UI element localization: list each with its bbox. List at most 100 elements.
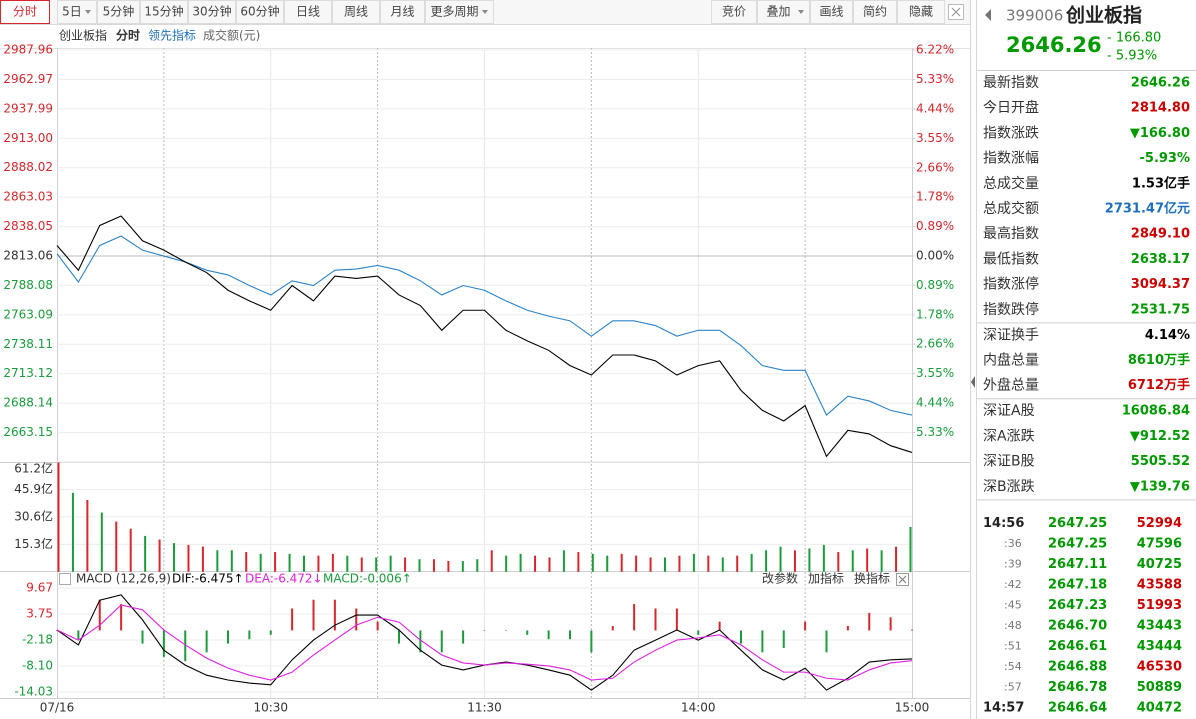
x-tick-label: 07/16	[40, 701, 75, 715]
volume-bar	[100, 512, 103, 572]
volume-bar	[678, 555, 681, 572]
y-tick-label: 30.6亿	[14, 508, 53, 523]
volume-bar	[793, 550, 796, 572]
toolbar-button[interactable]	[853, 0, 897, 24]
side-label: 指数涨跌	[983, 125, 1039, 141]
collapse-handle[interactable]	[971, 376, 975, 388]
volume-bar	[779, 546, 782, 572]
volume-bar	[664, 557, 667, 572]
y2-tick-label: 0.89%	[916, 219, 954, 233]
y-tick-label: 2962.97	[3, 72, 53, 86]
toolbar-button[interactable]	[380, 0, 425, 24]
toolbar-label[interactable]: 60分钟	[240, 4, 279, 19]
volume-bar	[86, 500, 89, 572]
volume-bar	[274, 552, 277, 572]
macd-bar	[782, 630, 785, 648]
y-tick-label: 2888.02	[3, 160, 53, 174]
side-value: 2638.17	[1131, 252, 1190, 267]
legend-lead[interactable]: 领先指标	[148, 28, 196, 43]
y-tick-label: 3.75	[26, 606, 53, 620]
toolbar-label[interactable]: 周线	[344, 5, 368, 19]
y2-tick-label: 1.78%	[916, 190, 954, 204]
macd-bar	[569, 630, 571, 640]
macd-bar	[312, 599, 315, 631]
toolbar-button[interactable]	[236, 0, 284, 24]
toolbar-button[interactable]	[97, 0, 140, 24]
prev-stock-arrow[interactable]	[985, 9, 991, 21]
legend-mode: 分时	[116, 28, 140, 43]
macd-bar	[227, 630, 229, 644]
volume-bar	[230, 550, 233, 572]
trade-price: 2647.25	[1048, 536, 1107, 551]
macd-bar	[504, 630, 507, 631]
volume-bar	[866, 548, 869, 572]
dropdown-arrow	[482, 10, 488, 14]
toolbar-label[interactable]: 竞价	[722, 5, 746, 19]
toolbar-label[interactable]: 5日	[62, 5, 82, 19]
side-label: 总成交量	[983, 175, 1039, 192]
dea-label: DEA:-6.472↓	[245, 572, 323, 586]
toolbar-button[interactable]	[57, 0, 97, 24]
side-value: 2849.10	[1131, 227, 1190, 242]
y-tick-label: 2713.12	[3, 366, 53, 380]
macd-bar	[526, 630, 529, 635]
volume-bar	[649, 557, 652, 572]
toolbar-button[interactable]	[425, 0, 494, 24]
indicator-button[interactable]: 改参数	[762, 571, 798, 586]
volume-bar	[187, 544, 190, 572]
macd-bar	[98, 599, 101, 631]
indicator-button[interactable]: 换指标	[854, 571, 890, 586]
toolbar-button[interactable]	[810, 0, 853, 24]
y2-tick-label: 2.66%	[916, 337, 954, 351]
trade-price: 2646.88	[1048, 659, 1107, 674]
toolbar-button[interactable]	[332, 0, 380, 24]
price-line	[56, 235, 913, 416]
y-tick-label: 15.3亿	[14, 536, 53, 551]
toolbar-button[interactable]	[897, 0, 945, 24]
toolbar-label[interactable]: 分时	[13, 5, 37, 19]
toolbar-button[interactable]	[757, 0, 810, 24]
trade-price: 2646.64	[1048, 700, 1107, 715]
toolbar-label[interactable]: 叠加	[766, 5, 790, 19]
toolbar-label[interactable]: 画线	[819, 5, 843, 19]
trade-price: 2647.23	[1048, 598, 1107, 613]
volume-bar	[909, 526, 912, 572]
toolbar-label[interactable]: 隐藏	[909, 5, 933, 19]
y2-tick-label: 0.00%	[916, 249, 954, 263]
y-tick-label: 2763.09	[3, 307, 53, 321]
stock-change: - 166.80	[1107, 31, 1161, 46]
trade-volume: 43588	[1137, 577, 1182, 592]
macd-bar	[398, 630, 400, 644]
y2-tick-label: 1.78%	[916, 307, 954, 321]
side-label: 外盘总量	[983, 377, 1039, 394]
toolbar-label[interactable]: 5分钟	[103, 4, 135, 19]
toolbar-button[interactable]	[0, 0, 50, 24]
toolbar-button[interactable]	[284, 0, 332, 24]
toolbar-label[interactable]: 月线	[390, 5, 414, 19]
toolbar-label[interactable]: 日线	[296, 5, 320, 19]
side-value: 8610万手	[1128, 352, 1190, 368]
trade-volume: 52994	[1137, 516, 1182, 531]
toolbar-button[interactable]	[140, 0, 188, 24]
stock-change-pct: - 5.93%	[1107, 49, 1157, 64]
trade-price: 2646.61	[1048, 639, 1107, 654]
volume-bar	[548, 557, 551, 572]
trade-time: :42	[1004, 578, 1022, 591]
side-value: ▼166.80	[1130, 126, 1190, 141]
volume-bar	[144, 535, 147, 572]
toolbar-button[interactable]	[711, 0, 757, 24]
toolbar-button[interactable]	[188, 0, 236, 24]
volume-bar	[577, 552, 580, 572]
x-tick-label: 11:30	[467, 701, 502, 715]
indicator-button[interactable]: 加指标	[808, 571, 844, 586]
toolbar-label[interactable]: 简约	[863, 4, 887, 19]
side-value: 1.53亿手	[1132, 175, 1190, 191]
toolbar-label[interactable]: 更多周期	[430, 5, 478, 19]
toolbar-label[interactable]: 30分钟	[192, 4, 231, 19]
trade-volume: 40725	[1137, 557, 1182, 572]
volume-bar	[606, 555, 609, 572]
macd-bar	[889, 617, 892, 631]
toolbar-label[interactable]: 15分钟	[144, 4, 183, 19]
